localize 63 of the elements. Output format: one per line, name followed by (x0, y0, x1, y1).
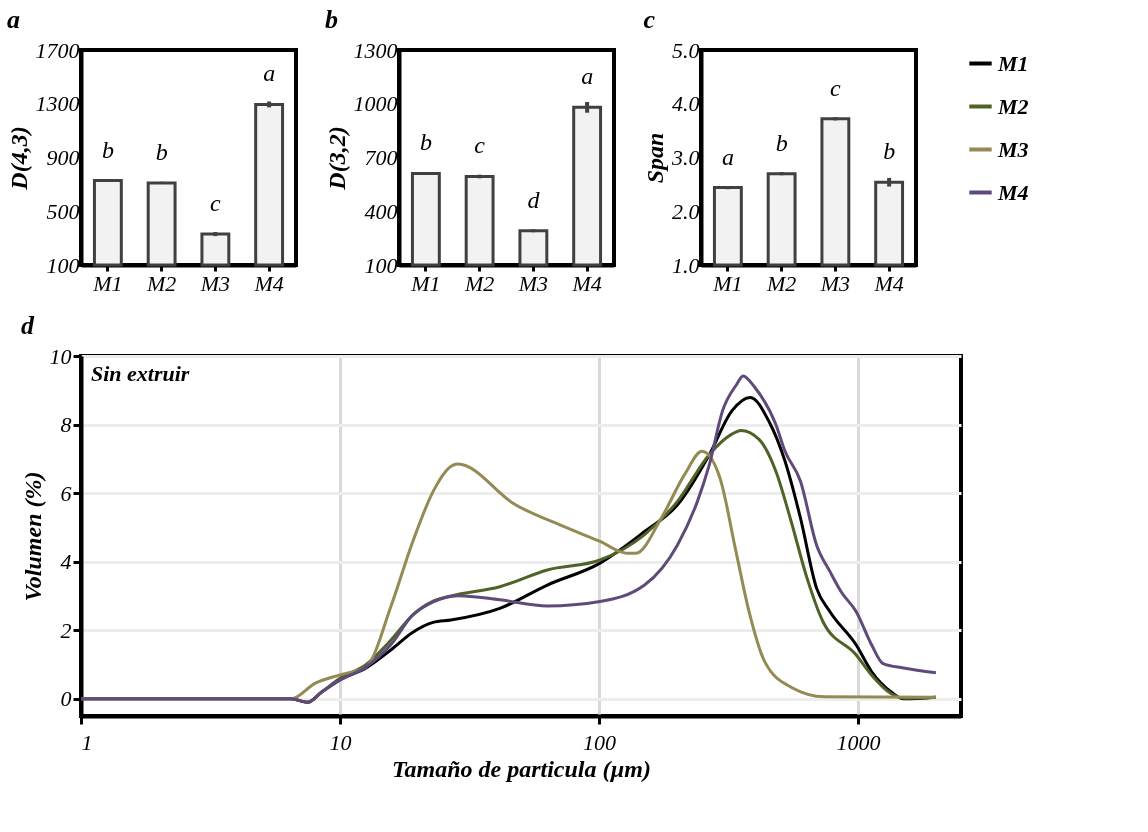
x-tick-label: M3 (199, 270, 231, 296)
y-tick-label: 500 (46, 198, 80, 224)
y-tick-label: 4 (60, 549, 72, 575)
y-tick-label: 900 (46, 145, 80, 170)
annotation: a (581, 63, 594, 90)
x-tick-label: 100 (582, 729, 616, 755)
y-tick-label: 1300 (353, 37, 398, 63)
y-tick-label: 2 (60, 617, 72, 643)
annotation: b (883, 138, 896, 165)
y-tick-label: 100 (364, 252, 398, 278)
x-tick-label: M1 (410, 270, 441, 296)
x-tick-label: M4 (873, 270, 904, 296)
y-axis-title: D(3,2) (323, 126, 350, 191)
y-tick-label: 4.0 (672, 91, 700, 117)
y-tick-label: 2.0 (672, 198, 700, 224)
y-tick-label: 5.0 (672, 37, 700, 63)
x-tick-label: M3 (517, 270, 549, 296)
x-tick-label: 1000 (836, 729, 881, 755)
annotation: c (474, 132, 486, 159)
x-tick-label: M2 (145, 270, 177, 296)
chart-title: c (643, 5, 656, 34)
x-tick-label: M2 (765, 270, 797, 296)
x-tick-label: 10 (329, 729, 352, 755)
annotation: b (101, 136, 114, 163)
annotation: c (210, 190, 222, 217)
annotation: b (775, 129, 788, 156)
annotation: c (830, 74, 842, 101)
annotation: b (419, 129, 432, 156)
annotation: Sin extruir (91, 361, 190, 386)
y-axis-title: D(4,3) (5, 126, 32, 191)
legend-label: M1 (997, 50, 1029, 76)
x-tick-label: 1 (81, 729, 93, 755)
y-tick-label: 700 (364, 145, 398, 170)
y-tick-label: 1300 (35, 91, 80, 117)
annotation: a (263, 60, 276, 87)
legend-label: M2 (997, 93, 1029, 119)
legend-label: M3 (997, 136, 1029, 162)
x-tick-label: M4 (253, 270, 284, 296)
annotation: a (721, 143, 734, 170)
x-tick-label: M1 (92, 270, 123, 296)
x-tick-label: M4 (571, 270, 602, 296)
y-tick-label: 6 (60, 480, 72, 506)
y-tick-label: 100 (46, 252, 80, 278)
y-tick-label: 1.0 (672, 252, 700, 278)
y-axis-title: Span (642, 132, 668, 184)
legend-label: M4 (997, 179, 1029, 205)
x-tick-label: M3 (819, 270, 851, 296)
y-tick-label: 1000 (353, 91, 398, 117)
x-tick-label: M1 (712, 270, 743, 296)
y-tick-label: 8 (60, 412, 72, 438)
y-tick-label: 1700 (35, 37, 80, 63)
y-tick-label: 400 (364, 198, 398, 224)
y-tick-label: 10 (49, 343, 72, 369)
y-tick-label: 3.0 (671, 145, 700, 170)
chart-title: d (21, 311, 35, 340)
x-tick-label: M2 (463, 270, 495, 296)
y-axis-title: Volumen (%) (19, 471, 46, 602)
annotation: d (527, 186, 541, 213)
chart-title: b (325, 5, 338, 34)
annotation: b (155, 138, 168, 165)
chart-title: a (7, 5, 20, 34)
x-axis-title: Tamaño de particula (µm) (392, 755, 651, 782)
y-tick-label: 0 (60, 686, 72, 712)
